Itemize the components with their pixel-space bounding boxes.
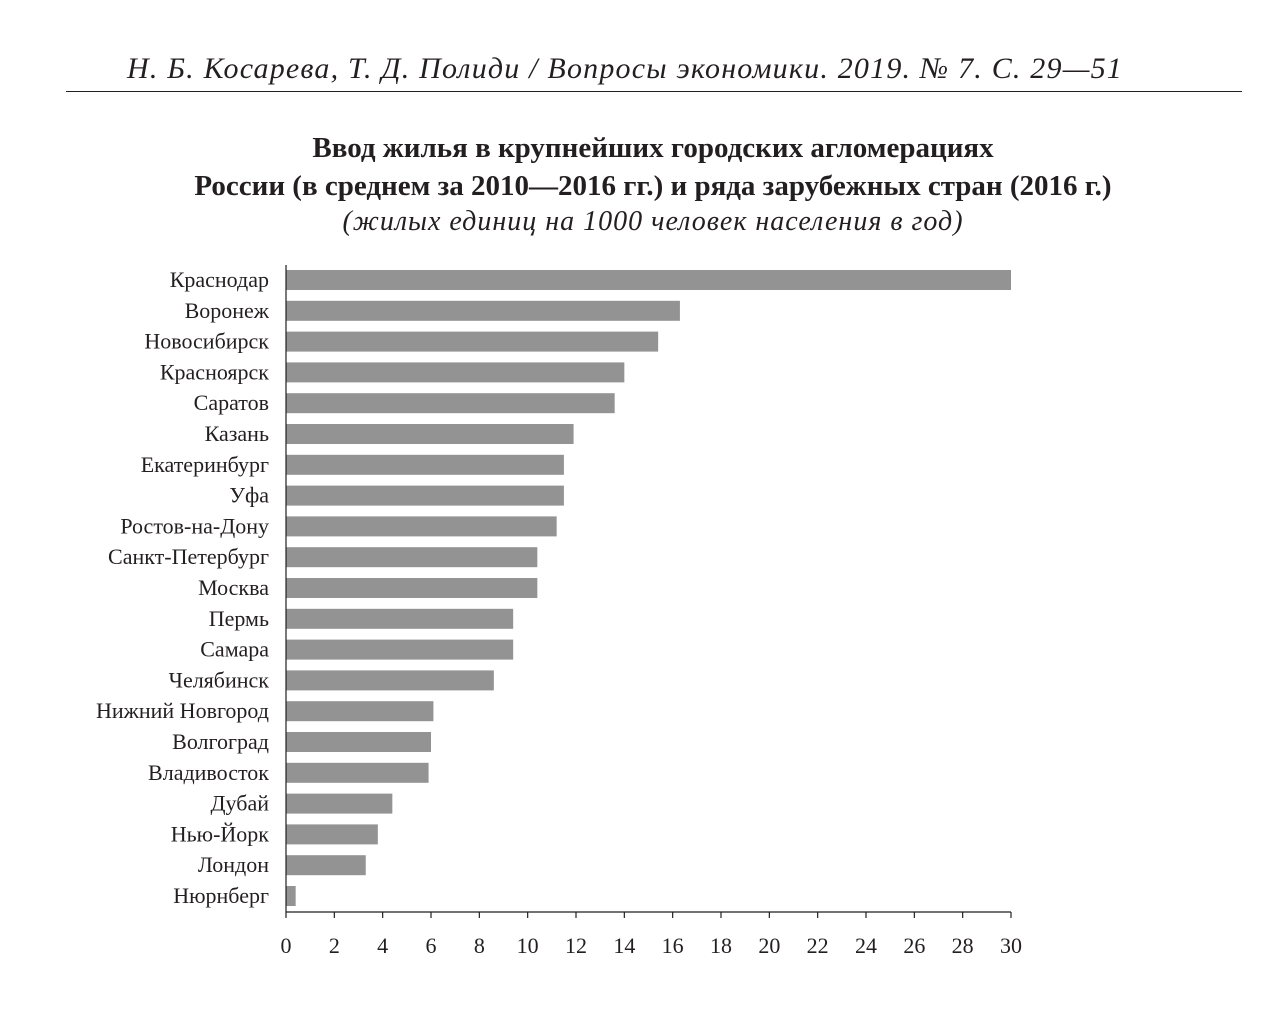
bar <box>286 732 431 752</box>
bar <box>286 855 366 876</box>
header-rule <box>66 91 1242 92</box>
bar <box>286 393 615 414</box>
bar <box>286 485 564 506</box>
category-label: Ростов-на-Дону <box>120 513 269 538</box>
bar <box>286 701 434 722</box>
x-tick-label: 18 <box>710 933 732 958</box>
category-label: Санкт-Петербург <box>108 544 269 569</box>
x-tick-label: 12 <box>565 933 587 958</box>
x-tick-label: 6 <box>426 933 437 958</box>
bar <box>286 578 538 598</box>
category-label: Казань <box>205 421 269 446</box>
x-tick-label: 28 <box>952 933 974 958</box>
x-tick-label: 8 <box>474 933 485 958</box>
bar <box>286 670 494 691</box>
running-header: Н. Б. Косарева, Т. Д. Полиди / Вопросы э… <box>127 52 1123 85</box>
x-tick-label: 22 <box>807 933 829 958</box>
category-label: Владивосток <box>148 760 269 785</box>
bar <box>286 793 393 814</box>
chart-title-line-2: России (в среднем за 2010—2016 гг.) и ря… <box>194 170 1112 202</box>
bar <box>286 454 564 475</box>
bar <box>286 886 296 906</box>
bar <box>286 516 557 537</box>
x-tick-label: 4 <box>377 933 388 958</box>
category-label: Москва <box>198 575 269 600</box>
category-label: Нижний Новгород <box>96 698 269 723</box>
x-tick-label: 20 <box>758 933 780 958</box>
bar <box>286 639 514 660</box>
bar <box>286 424 574 444</box>
bar <box>286 331 659 352</box>
bar <box>286 300 680 321</box>
chart-title-line-1: Ввод жилья в крупнейших городских агломе… <box>312 132 994 164</box>
category-label: Самара <box>200 637 269 662</box>
x-tick-label: 14 <box>613 933 635 958</box>
bar <box>286 762 429 783</box>
x-tick-label: 30 <box>1000 933 1022 958</box>
category-label: Воронеж <box>185 298 270 323</box>
category-label: Саратов <box>194 390 269 415</box>
x-tick-label: 24 <box>855 933 877 958</box>
category-label: Красноярск <box>160 359 269 384</box>
bar <box>286 824 378 845</box>
category-label: Уфа <box>229 483 269 508</box>
category-label: Нюрнберг <box>173 883 269 908</box>
category-label: Челябинск <box>169 667 270 692</box>
bar <box>286 547 538 568</box>
x-tick-label: 26 <box>903 933 925 958</box>
bar <box>286 270 1011 290</box>
x-tick-label: 16 <box>662 933 684 958</box>
x-tick-label: 0 <box>281 933 292 958</box>
bar <box>286 608 514 629</box>
x-tick-label: 2 <box>329 933 340 958</box>
category-label: Екатеринбург <box>141 452 269 477</box>
category-label: Пермь <box>209 606 269 631</box>
bar <box>286 362 625 383</box>
x-tick-label: 10 <box>517 933 539 958</box>
category-label: Новосибирск <box>144 329 269 354</box>
category-label: Волгоград <box>172 729 269 754</box>
category-label: Нью-Йорк <box>171 821 270 846</box>
category-label: Лондон <box>198 852 269 877</box>
chart-subtitle: (жилых единиц на 1000 человек населения … <box>342 206 964 237</box>
category-label: Краснодар <box>170 267 269 292</box>
category-label: Дубай <box>211 791 270 816</box>
